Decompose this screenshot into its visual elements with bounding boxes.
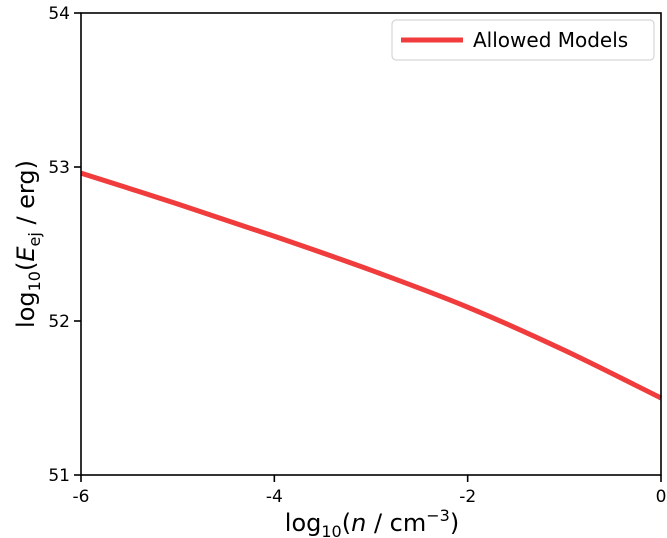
series-line	[80, 170, 663, 401]
y-tick-label: 53	[48, 158, 70, 178]
y-tick-label: 52	[48, 312, 70, 332]
y-axis-label: log10(Eej / erg)	[12, 160, 44, 328]
series-layer	[80, 170, 663, 401]
x-axis-ticks: -6 -4 -2 0	[73, 475, 667, 507]
legend-label: Allowed Models	[473, 28, 628, 52]
plot-frame	[80, 12, 662, 476]
x-tick-label: -6	[73, 487, 90, 507]
legend: Allowed Models	[391, 19, 655, 61]
x-tick-label: 0	[656, 487, 667, 507]
legend-box	[391, 19, 655, 61]
x-tick-label: -4	[266, 487, 283, 507]
y-axis-ticks: 51 52 53 54	[48, 4, 81, 486]
y-tick-label: 54	[48, 4, 70, 24]
x-axis-label: log10(n / cm−3)	[285, 506, 459, 538]
x-tick-label: -2	[459, 487, 476, 507]
y-tick-label: 51	[48, 466, 70, 486]
